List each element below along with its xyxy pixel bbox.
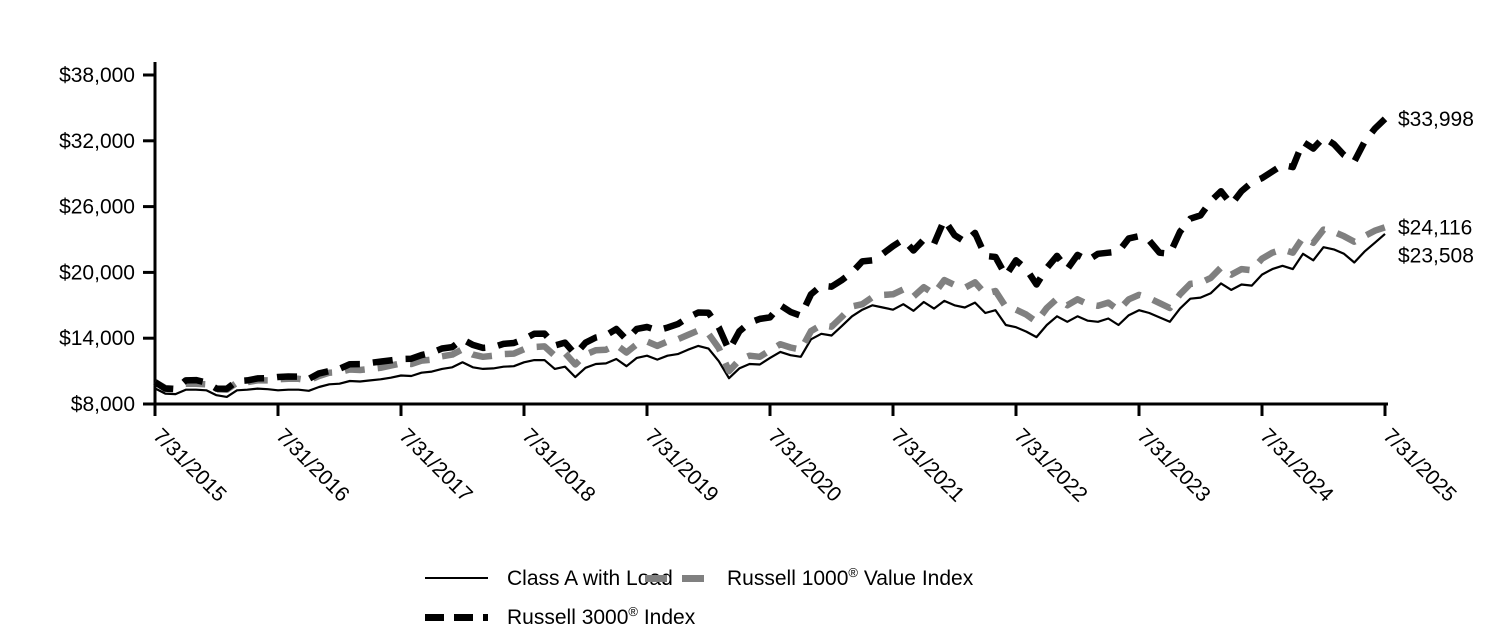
class-a-with-load-line: [154, 233, 1386, 398]
legend-label-russell-1000-value: Russell 1000® Value Index: [727, 565, 974, 590]
class-a-line-key: [425, 577, 488, 579]
legend-label-russell-3000: Russell 3000® Index: [507, 604, 696, 629]
y-tick-label: $20,000: [59, 261, 135, 284]
x-tick-label: 7/31/2021: [886, 424, 968, 506]
x-tick-label: 7/31/2015: [148, 424, 230, 506]
x-tick-label: 7/31/2017: [394, 424, 476, 506]
y-tick-label: $8,000: [71, 393, 135, 416]
russell-1000-value-line: [153, 224, 1387, 393]
y-tick-label: $26,000: [59, 196, 135, 219]
russell-3000-line-key: [425, 613, 488, 621]
end-value-label-russell-3000-line: $33,998: [1398, 108, 1474, 131]
y-tick-label: $38,000: [59, 64, 135, 87]
x-tick-label: 7/31/2016: [271, 424, 353, 506]
y-tick-label: $14,000: [59, 327, 135, 350]
legend-item-class-a-with-load: Class A with Load: [425, 566, 673, 590]
end-value-label-russell-1000-value-line: $24,116: [1398, 216, 1472, 239]
x-tick-label: 7/31/2018: [517, 424, 599, 506]
x-tick-label: 7/31/2020: [763, 424, 845, 506]
end-value-label-class-a-with-load-line: $23,508: [1398, 244, 1474, 267]
y-tick-label: $32,000: [59, 130, 135, 153]
x-tick-label: 7/31/2025: [1378, 424, 1460, 506]
x-tick-label: 7/31/2022: [1009, 424, 1091, 506]
x-tick-label: 7/31/2024: [1255, 424, 1338, 507]
russell-3000-line: [153, 116, 1388, 393]
legend-item-russell-1000-value: Russell 1000® Value Index: [645, 565, 974, 590]
russell-1000-value-line-key: [645, 574, 708, 582]
x-tick-label: 7/31/2023: [1132, 424, 1214, 506]
x-tick-label: 7/31/2019: [640, 424, 722, 506]
legend-label-class-a: Class A with Load: [507, 567, 673, 590]
legend-item-russell-3000: Russell 3000® Index: [425, 604, 696, 629]
